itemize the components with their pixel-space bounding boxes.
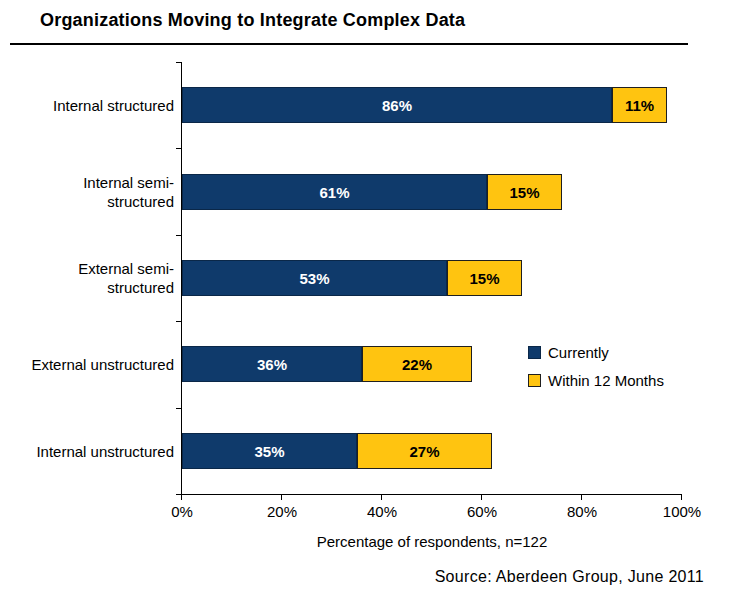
plot-area: 0% 20% 40% 60% 80% 100% Internal structured 86%…	[0, 0, 744, 602]
bar-value-label: 11%	[625, 97, 654, 114]
y-axis-tick	[176, 235, 182, 236]
bar-value-label: 15%	[509, 184, 539, 201]
x-axis-tick	[381, 494, 382, 500]
bar-value-label: 15%	[469, 270, 499, 287]
bar-segment-within-12-months: 15%	[487, 174, 562, 210]
y-axis-tick	[176, 321, 182, 322]
y-axis-tick	[176, 62, 182, 63]
category-label: Internal unstructured	[22, 442, 174, 461]
x-tick-label: 0%	[152, 503, 212, 520]
legend-item: Within 12 Months	[528, 372, 664, 389]
bar-segment-currently: 35%	[182, 433, 357, 469]
x-axis-tick	[681, 494, 682, 500]
bar-value-label: 53%	[299, 270, 329, 287]
x-axis-label: Percentage of respondents, n=122	[182, 533, 682, 550]
legend-label: Currently	[548, 344, 609, 361]
bar-segment-currently: 86%	[182, 87, 612, 123]
bar-segment-currently: 61%	[182, 174, 487, 210]
x-tick-label: 40%	[352, 503, 412, 520]
bar-value-label: 22%	[402, 356, 432, 373]
y-axis-tick	[176, 408, 182, 409]
category-label: Internal structured	[22, 96, 174, 115]
bar-segment-within-12-months: 11%	[612, 87, 667, 123]
bar-segment-within-12-months: 27%	[357, 433, 492, 469]
bar-value-label: 35%	[254, 443, 284, 460]
legend-swatch-icon	[528, 346, 541, 359]
x-tick-label: 100%	[652, 503, 712, 520]
y-axis-tick	[176, 148, 182, 149]
bar-segment-within-12-months: 22%	[362, 346, 472, 382]
legend: Currently Within 12 Months	[528, 344, 664, 400]
legend-item: Currently	[528, 344, 664, 361]
category-label: External unstructured	[22, 355, 174, 374]
bar-segment-within-12-months: 15%	[447, 260, 522, 296]
x-axis-tick	[181, 494, 182, 500]
bar-value-label: 61%	[319, 184, 349, 201]
x-axis-tick	[281, 494, 282, 500]
bar-value-label: 36%	[257, 356, 287, 373]
x-tick-label: 80%	[552, 503, 612, 520]
x-tick-label: 60%	[452, 503, 512, 520]
x-axis-tick	[481, 494, 482, 500]
legend-label: Within 12 Months	[548, 372, 664, 389]
legend-swatch-icon	[528, 374, 541, 387]
x-tick-label: 20%	[252, 503, 312, 520]
x-axis	[181, 494, 682, 495]
x-axis-tick	[581, 494, 582, 500]
source-note: Source: Aberdeen Group, June 2011	[435, 568, 704, 586]
category-label: External semi- structured	[22, 259, 174, 297]
bar-value-label: 86%	[382, 97, 412, 114]
bar-value-label: 27%	[409, 443, 439, 460]
category-label: Internal semi- structured	[22, 173, 174, 211]
bar-segment-currently: 53%	[182, 260, 447, 296]
bar-segment-currently: 36%	[182, 346, 362, 382]
